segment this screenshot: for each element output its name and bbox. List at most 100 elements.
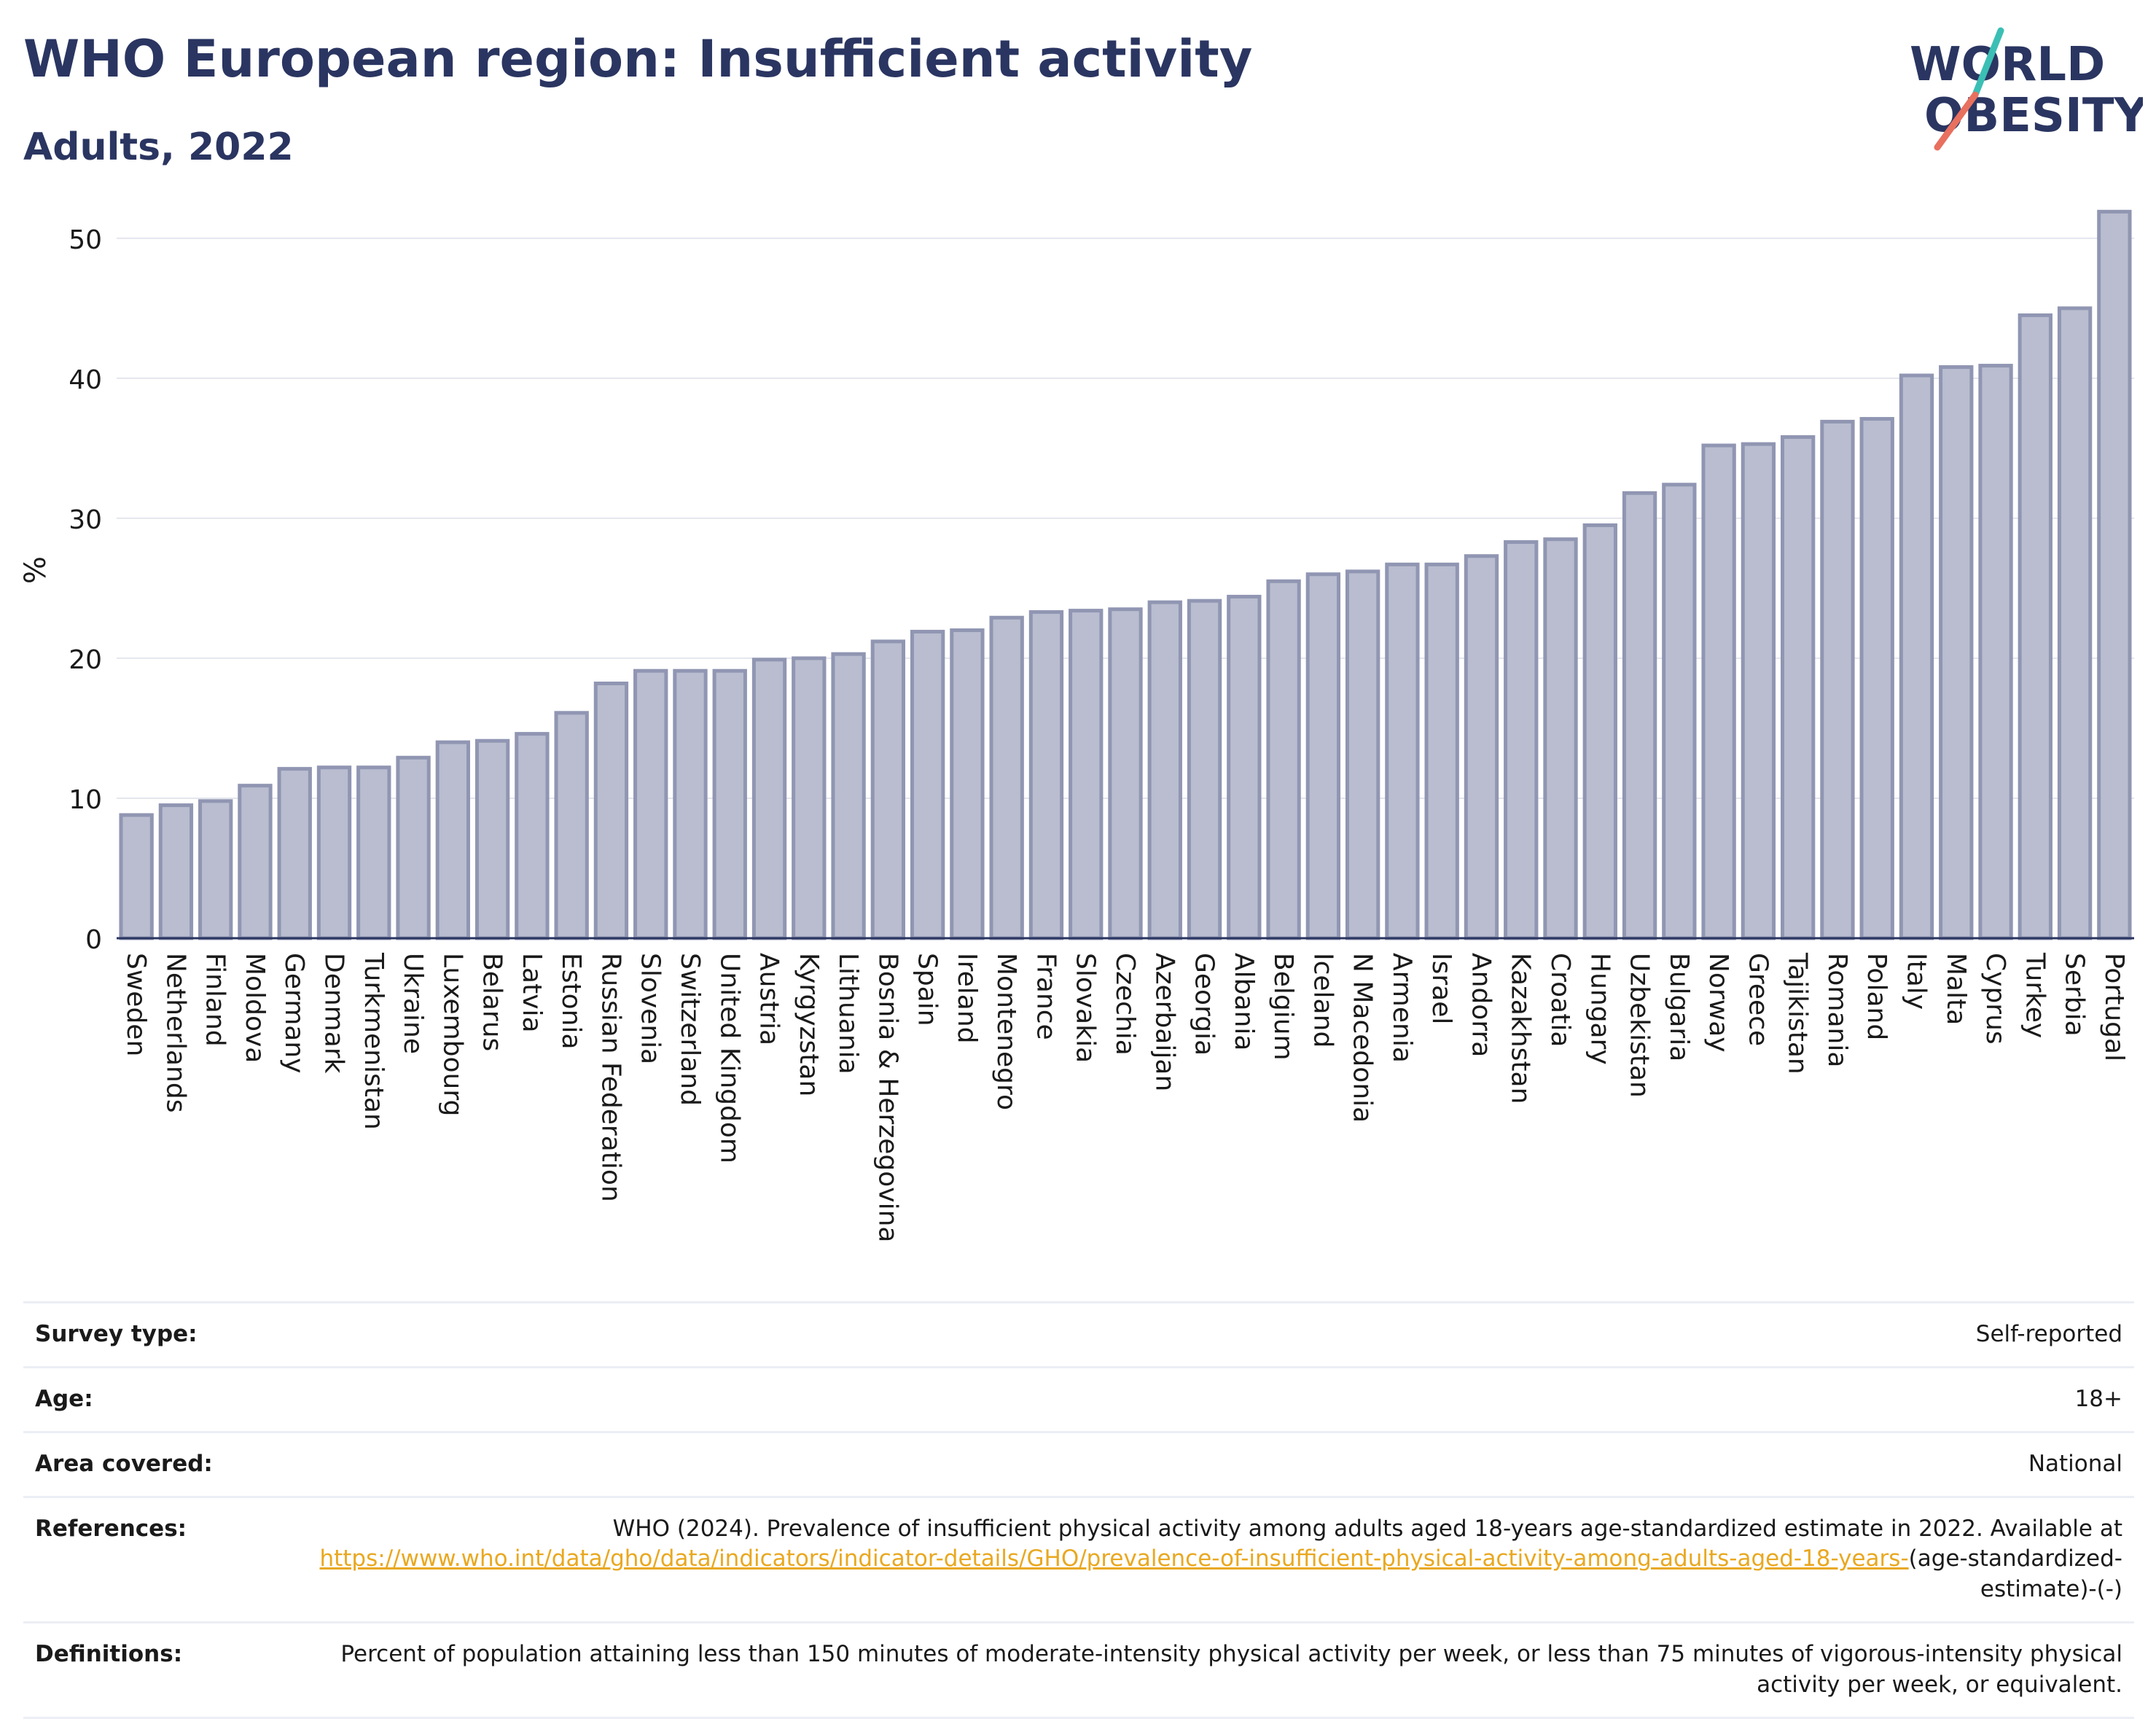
bar bbox=[238, 784, 273, 940]
bar bbox=[1978, 364, 2013, 940]
x-tick-label: Kyrgyzstan bbox=[794, 953, 824, 1096]
x-tick-label: Georgia bbox=[1190, 953, 1219, 1056]
bar bbox=[1820, 419, 1855, 940]
bar bbox=[673, 668, 708, 940]
bar bbox=[1385, 562, 1420, 940]
x-tick-label: Belarus bbox=[477, 953, 507, 1051]
x-tick-label: Bosnia & Herzegovina bbox=[872, 953, 902, 1242]
bar bbox=[1622, 491, 1657, 940]
x-tick-label: Poland bbox=[1862, 953, 1891, 1040]
bar bbox=[316, 765, 352, 940]
meta-key: References: bbox=[35, 1515, 187, 1542]
meta-key: Age: bbox=[35, 1385, 93, 1412]
bar bbox=[435, 740, 471, 940]
reference-link[interactable]: https://www.who.int/data/gho/data/indica… bbox=[319, 1545, 1909, 1572]
bar bbox=[1662, 483, 1697, 940]
bar bbox=[2057, 306, 2093, 940]
x-tick-label: Croatia bbox=[1545, 953, 1575, 1047]
x-tick-label: Slovenia bbox=[636, 953, 665, 1064]
meta-value: Self-reported bbox=[1975, 1321, 2122, 1347]
bar bbox=[989, 615, 1024, 940]
y-tick-label: 40 bbox=[69, 365, 102, 395]
x-tick-label: Azerbaijan bbox=[1149, 953, 1179, 1091]
x-tick-label: Armenia bbox=[1387, 953, 1417, 1063]
bar bbox=[1345, 569, 1380, 940]
metadata-table: Survey type: Self-reported Age: 18+ Area… bbox=[23, 1301, 2134, 1719]
x-tick-label: Romania bbox=[1822, 953, 1852, 1067]
x-tick-label: Turkey bbox=[2020, 952, 2050, 1038]
x-tick-label: Uzbekistan bbox=[1625, 953, 1655, 1098]
bar bbox=[515, 732, 550, 940]
bar bbox=[1701, 443, 1736, 940]
x-tick-label: Iceland bbox=[1308, 953, 1337, 1048]
bar bbox=[1464, 554, 1499, 940]
bar bbox=[2097, 209, 2132, 940]
meta-value: WHO (2024). Prevalence of insufficient p… bbox=[265, 1497, 2134, 1623]
x-tick-label: Estonia bbox=[556, 953, 586, 1050]
bar bbox=[792, 656, 827, 940]
x-tick-label: Sweden bbox=[121, 953, 151, 1056]
world-obesity-logo: WORLD OBESITY bbox=[1910, 27, 2143, 151]
x-tick-label: Bulgaria bbox=[1664, 953, 1694, 1061]
y-tick-label: 10 bbox=[69, 785, 102, 815]
x-tick-label: Switzerland bbox=[675, 953, 705, 1106]
x-tick-label: Israel bbox=[1426, 953, 1456, 1024]
x-tick-label: Serbia bbox=[2060, 953, 2090, 1037]
meta-value: 18+ bbox=[2074, 1385, 2122, 1412]
meta-value: National bbox=[2028, 1450, 2122, 1477]
bar bbox=[1266, 579, 1301, 940]
bar bbox=[751, 658, 787, 940]
meta-row-definitions: Definitions: Percent of population attai… bbox=[23, 1622, 2134, 1718]
x-tick-label: Czechia bbox=[1110, 953, 1140, 1056]
meta-key: Area covered: bbox=[35, 1450, 213, 1477]
x-tick-label: Albania bbox=[1229, 953, 1259, 1050]
logo-slash-coral bbox=[1934, 91, 1979, 151]
bar bbox=[1424, 562, 1459, 940]
bar bbox=[910, 629, 945, 940]
x-tick-label: Austria bbox=[754, 953, 784, 1045]
y-tick-label: 20 bbox=[69, 645, 102, 675]
x-tick-label: Latvia bbox=[517, 953, 547, 1033]
meta-key: Survey type: bbox=[35, 1321, 198, 1347]
bar bbox=[831, 652, 866, 940]
x-tick-label: Andorra bbox=[1466, 953, 1496, 1057]
y-tick-label: 30 bbox=[69, 505, 102, 535]
reference-text: WHO (2024). Prevalence of insufficient p… bbox=[612, 1515, 2122, 1542]
x-tick-label: Portugal bbox=[2099, 953, 2129, 1061]
bar bbox=[356, 765, 391, 940]
x-tick-label: Finland bbox=[200, 953, 230, 1047]
bar bbox=[119, 813, 154, 940]
meta-key: Definitions: bbox=[35, 1641, 183, 1668]
logo-word-world: WORLD bbox=[1910, 38, 2105, 92]
meta-row-references: References: WHO (2024). Prevalence of in… bbox=[23, 1497, 2134, 1623]
bar bbox=[1069, 609, 1104, 940]
bar bbox=[1939, 364, 1974, 940]
bar bbox=[277, 767, 312, 940]
reference-suffix: (age-standardized-estimate)-(-) bbox=[1908, 1545, 2122, 1603]
x-tick-label: Slovakia bbox=[1071, 953, 1101, 1063]
x-tick-labels: Sweden Netherlands Finland Moldova Germany De… bbox=[121, 952, 2129, 1242]
bar bbox=[633, 668, 668, 940]
meta-row-area-covered: Area covered: National bbox=[23, 1432, 2134, 1497]
x-tick-label: Cyprus bbox=[1980, 953, 2010, 1045]
x-tick-label: Germany bbox=[279, 953, 309, 1073]
x-tick-label: Belgium bbox=[1268, 953, 1298, 1061]
bar bbox=[1028, 610, 1064, 940]
x-tick-label: Lithuania bbox=[833, 953, 863, 1075]
bar bbox=[1504, 540, 1539, 940]
x-tick-label: Hungary bbox=[1585, 953, 1614, 1065]
x-tick-label: Kazakhstan bbox=[1506, 953, 1536, 1104]
chart-title: WHO European region: Insufficient activi… bbox=[23, 29, 1253, 89]
x-tick-label: Turkmenistan bbox=[359, 952, 388, 1130]
bar bbox=[1305, 572, 1341, 940]
x-tick-label: Ukraine bbox=[398, 953, 428, 1054]
y-tick-labels: 0 10 20 30 40 50 bbox=[69, 225, 102, 955]
bar bbox=[2018, 313, 2053, 940]
chart-subtitle: Adults, 2022 bbox=[23, 125, 294, 169]
x-tick-label: Luxembourg bbox=[437, 953, 467, 1116]
x-tick-label: Tajikistan bbox=[1783, 952, 1813, 1075]
bar bbox=[1187, 599, 1222, 940]
bar bbox=[554, 711, 589, 940]
y-tick-label: 50 bbox=[69, 225, 102, 255]
bar bbox=[1543, 537, 1578, 940]
